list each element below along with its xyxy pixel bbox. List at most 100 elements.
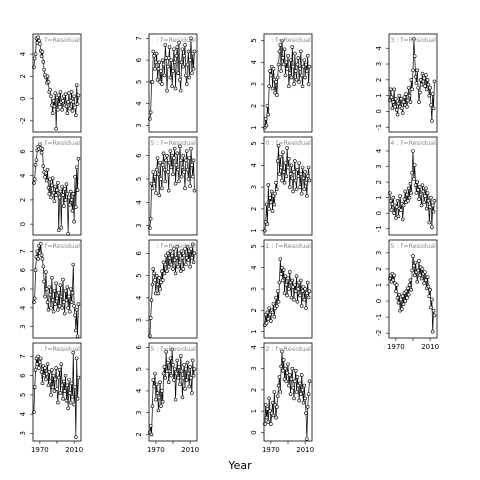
- data-point: [416, 85, 420, 90]
- panel-frame: [148, 33, 198, 133]
- data-point: [174, 163, 179, 167]
- y-tick-label: 2: [19, 74, 27, 78]
- data-point: [158, 380, 162, 385]
- data-point: [388, 198, 393, 203]
- data-point: [50, 183, 54, 188]
- data-point: [160, 399, 165, 404]
- data-point: [49, 94, 53, 99]
- data-point: [304, 411, 308, 416]
- data-point: [166, 251, 170, 256]
- data-point: [301, 400, 306, 405]
- data-point: [397, 292, 402, 297]
- data-point: [192, 367, 197, 371]
- data-point: [152, 384, 156, 389]
- panel-1-1: 5 : f=Residual 3 4 5 6: [135, 136, 198, 236]
- y-tick-label: 0: [19, 222, 27, 226]
- data-point: [292, 297, 296, 302]
- data-point: [179, 249, 184, 253]
- data-point: [43, 175, 47, 179]
- data-point: [71, 262, 76, 267]
- data-point: [400, 217, 405, 222]
- data-point: [408, 100, 413, 104]
- data-point: [39, 253, 44, 257]
- data-point: [154, 397, 158, 402]
- series-line: [264, 40, 310, 128]
- data-point: [157, 395, 162, 400]
- panel-3-2: 2 : f=Residual 0 1 2 3 4 1970 2010: [250, 342, 314, 454]
- data-point: [56, 400, 60, 405]
- panel-1-0: : f=Residual 0 2 4 6: [19, 136, 82, 236]
- data-point: [286, 165, 290, 170]
- data-point: [268, 69, 272, 73]
- data-point: [65, 192, 70, 196]
- data-point: [299, 278, 303, 283]
- data-point: [150, 404, 155, 408]
- data-point: [67, 195, 71, 200]
- data-point: [272, 390, 277, 394]
- data-point: [59, 294, 64, 299]
- data-point: [395, 198, 400, 203]
- panel-0-1: : f=Residual 3 4 5 6 7: [135, 33, 198, 133]
- data-point: [302, 383, 307, 388]
- data-point: [180, 395, 185, 400]
- panel-frame: [148, 136, 198, 236]
- data-point: [163, 43, 168, 47]
- y-tick-label: 5: [135, 177, 143, 181]
- y-tick-label: 2: [375, 267, 383, 271]
- data-point: [394, 97, 398, 101]
- data-point: [303, 75, 307, 80]
- data-point: [281, 278, 285, 283]
- data-point: [172, 247, 176, 251]
- data-point: [419, 276, 424, 281]
- data-point: [275, 405, 279, 409]
- data-point: [190, 163, 194, 167]
- data-point: [61, 396, 65, 401]
- data-point: [74, 356, 79, 361]
- data-point: [275, 187, 279, 192]
- data-point: [159, 69, 163, 73]
- y-tick-label: 4: [250, 60, 258, 65]
- data-point: [425, 275, 430, 279]
- data-point: [298, 185, 302, 189]
- data-point: [299, 73, 304, 78]
- data-point: [37, 38, 41, 43]
- data-point: [307, 289, 312, 293]
- data-point: [391, 278, 396, 282]
- data-point: [70, 209, 75, 213]
- data-point: [281, 170, 286, 174]
- data-point: [409, 191, 414, 195]
- data-point: [155, 77, 160, 82]
- data-point: [183, 186, 187, 191]
- data-point: [186, 258, 191, 262]
- data-point: [74, 205, 78, 209]
- data-point: [290, 278, 295, 283]
- data-point: [289, 377, 294, 382]
- data-point: [70, 290, 75, 295]
- panel-frame: [32, 33, 82, 133]
- data-point: [293, 69, 298, 73]
- data-point: [269, 319, 273, 323]
- data-point: [425, 191, 430, 195]
- data-point: [292, 396, 296, 401]
- data-point: [190, 391, 194, 395]
- data-point: [172, 156, 176, 160]
- data-point: [413, 183, 418, 188]
- data-point: [288, 172, 293, 176]
- data-point: [174, 256, 179, 260]
- data-point: [173, 86, 178, 91]
- data-point: [297, 80, 301, 84]
- y-tick-label: 0: [375, 109, 383, 113]
- data-point: [287, 383, 291, 388]
- data-point: [418, 192, 423, 197]
- data-point: [185, 360, 190, 365]
- data-point: [304, 306, 308, 310]
- data-point: [155, 282, 160, 287]
- y-tick-label: 1: [250, 409, 258, 413]
- data-point: [431, 106, 436, 111]
- data-point: [283, 73, 288, 78]
- x-tick-label: 2010: [65, 446, 83, 454]
- y-tick-label: 1: [375, 283, 383, 287]
- data-point: [44, 371, 49, 376]
- data-point: [297, 161, 301, 165]
- data-point: [430, 225, 434, 230]
